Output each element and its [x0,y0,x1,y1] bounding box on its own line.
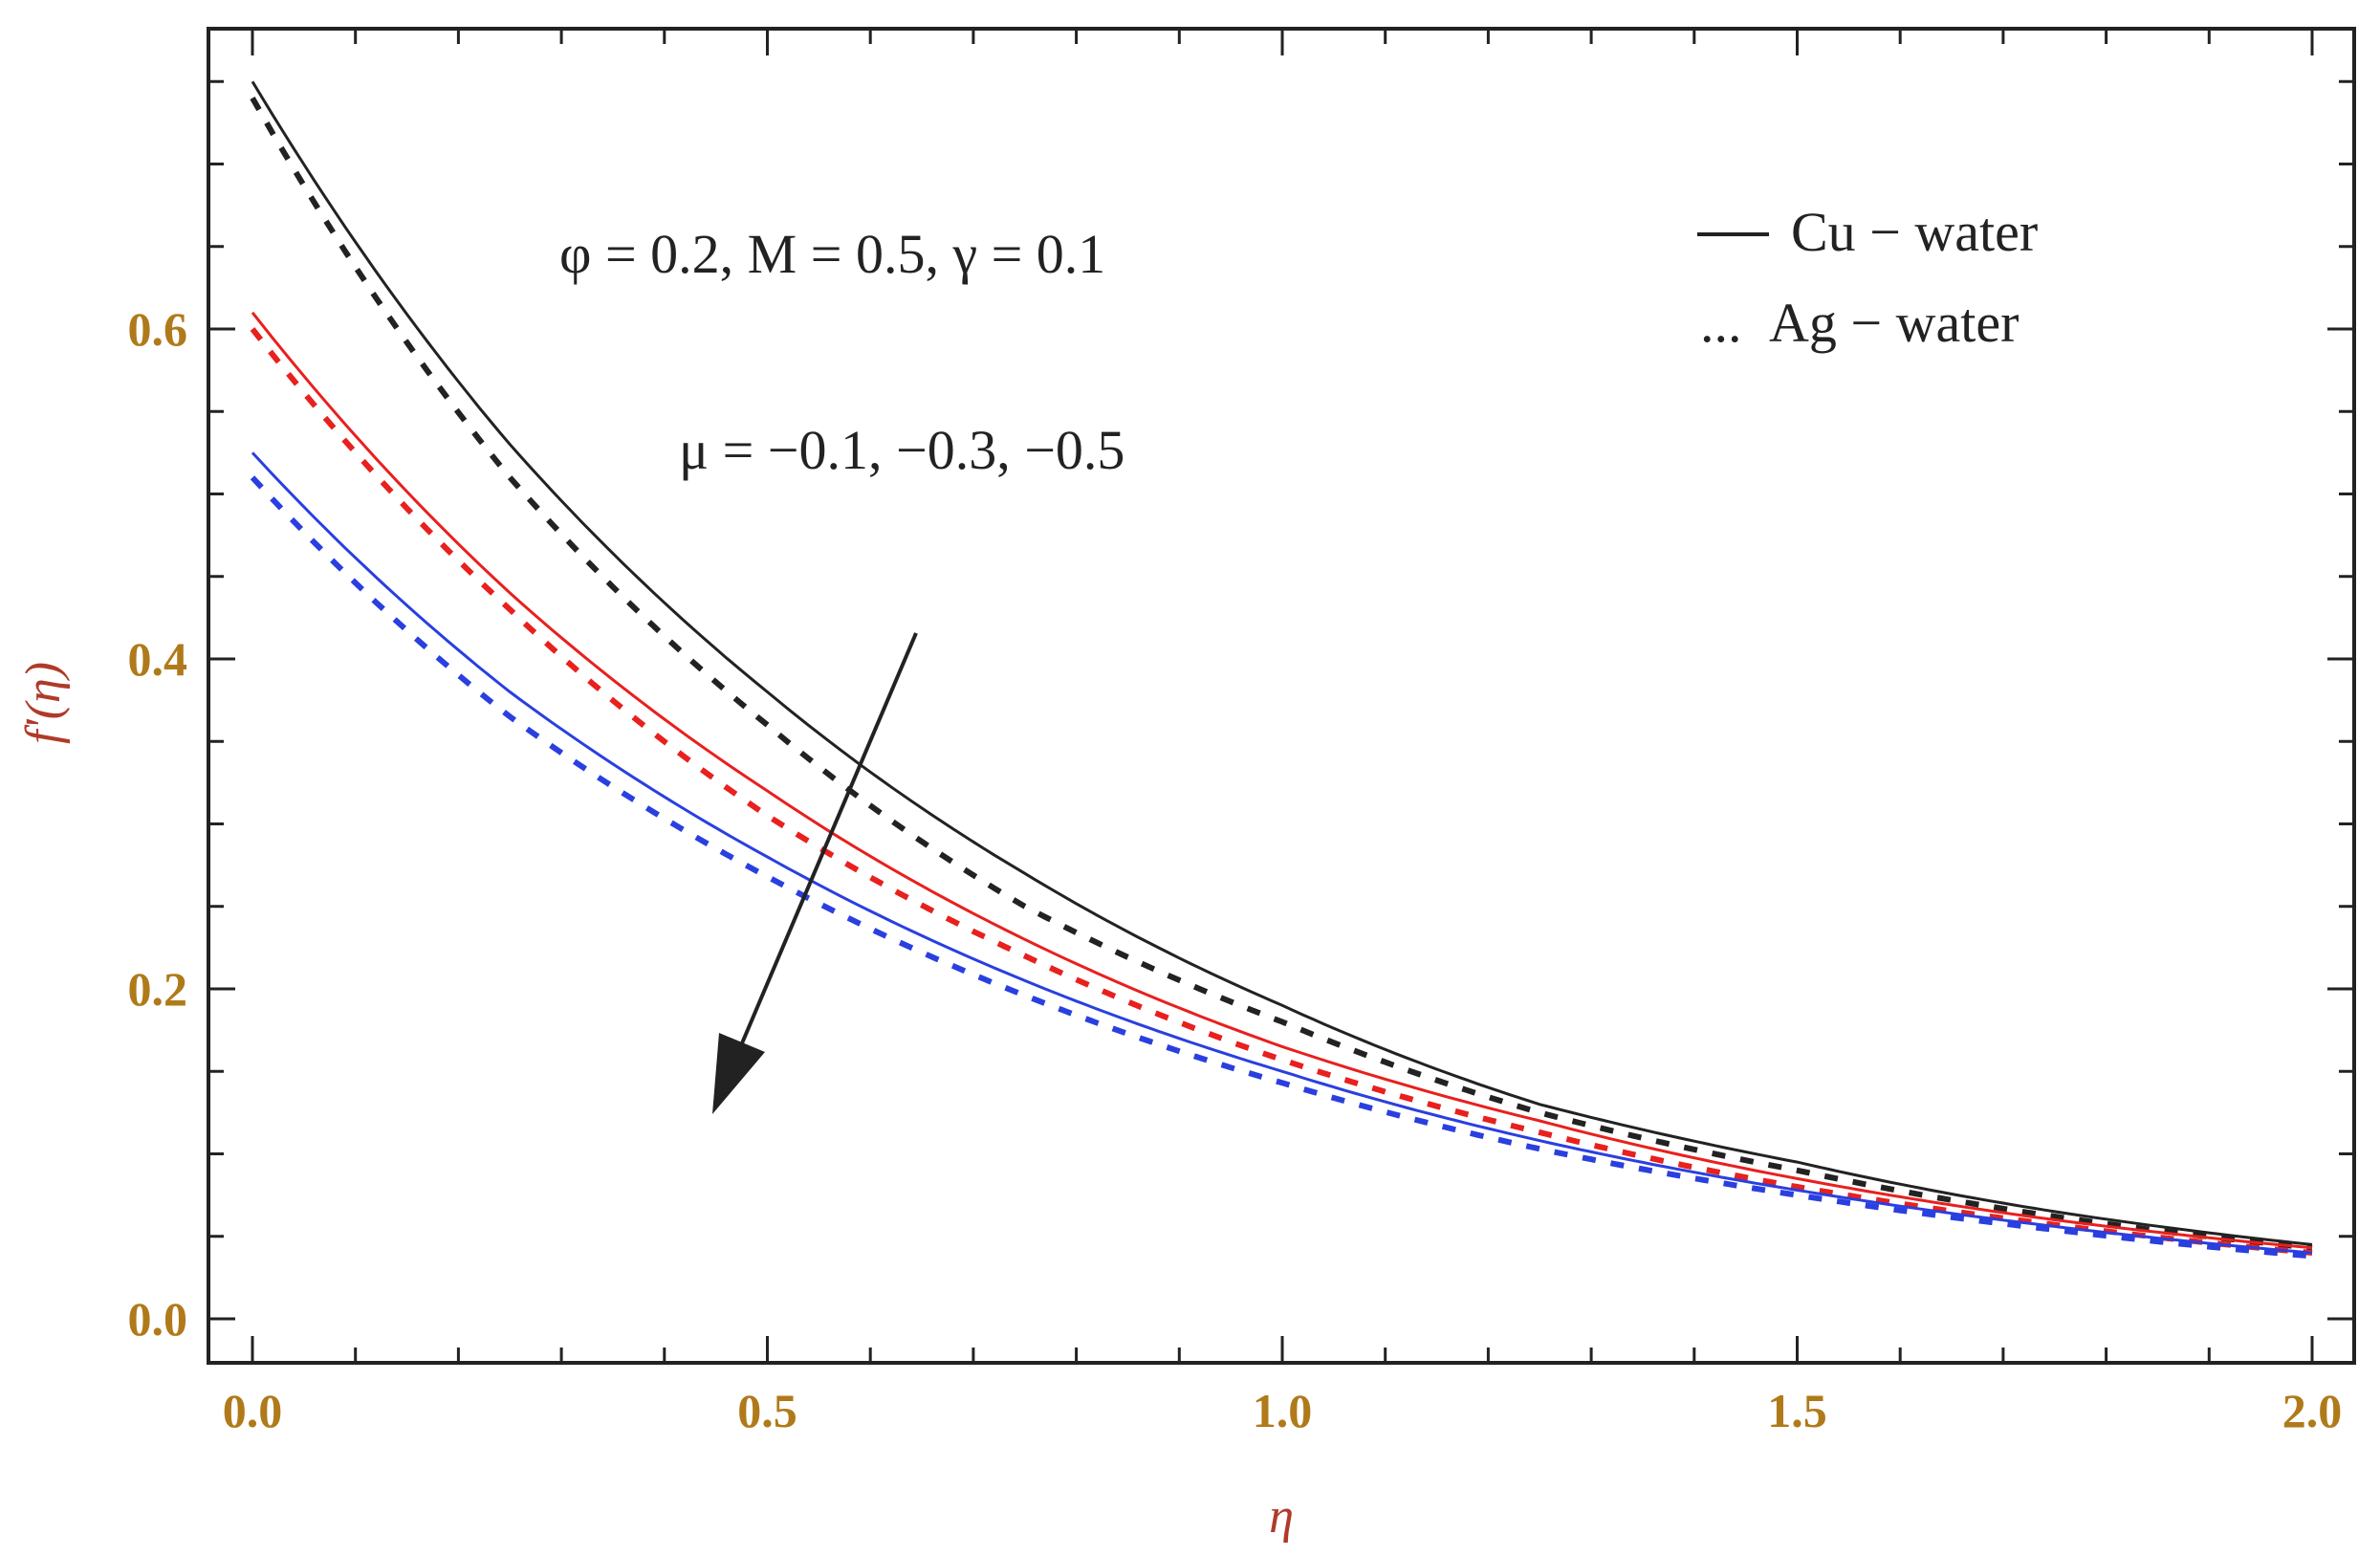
y-tick-label: 0.0 [128,1292,188,1346]
params-annotation: φ = 0.2, M = 0.5, γ = 0.1 [559,223,1105,285]
x-axis-label: η [1269,1489,1294,1544]
legend-cu-label: Cu − water [1791,201,2038,263]
legend-dots-sample: ... [1700,292,1742,354]
tick-labels: 0.0 0.5 1.0 1.5 2.0 0.0 0.2 0.4 0.6 [128,302,2343,1437]
trend-arrow [712,632,918,1114]
ag-water-series-blue [250,475,2313,1260]
x-tick-label: 1.0 [1253,1384,1313,1437]
x-tick-label: 2.0 [2282,1384,2343,1437]
series-layer [250,80,2313,1260]
x-tick-label: 0.0 [223,1384,283,1437]
x-tick-label: 0.5 [737,1384,797,1437]
x-tick-label: 1.5 [1767,1384,1827,1437]
mu-annotation: μ = −0.1, −0.3, −0.5 [679,419,1124,481]
legend-ag-label: Ag − water [1769,292,2019,354]
y-axis-label: f'(η) [16,662,71,744]
ag-water-series-red [250,327,2313,1256]
y-tick-label: 0.6 [128,302,188,356]
legend: Cu − water ... Ag − water [1697,201,2038,354]
cu-water-series-red [251,311,2313,1250]
axis-ticks [208,29,2354,1363]
y-tick-label: 0.2 [128,962,188,1016]
cu-water-series-black [251,80,2313,1246]
y-tick-label: 0.4 [128,632,188,686]
ag-water-series-black [250,97,2313,1251]
cu-water-series-blue [251,451,2313,1255]
